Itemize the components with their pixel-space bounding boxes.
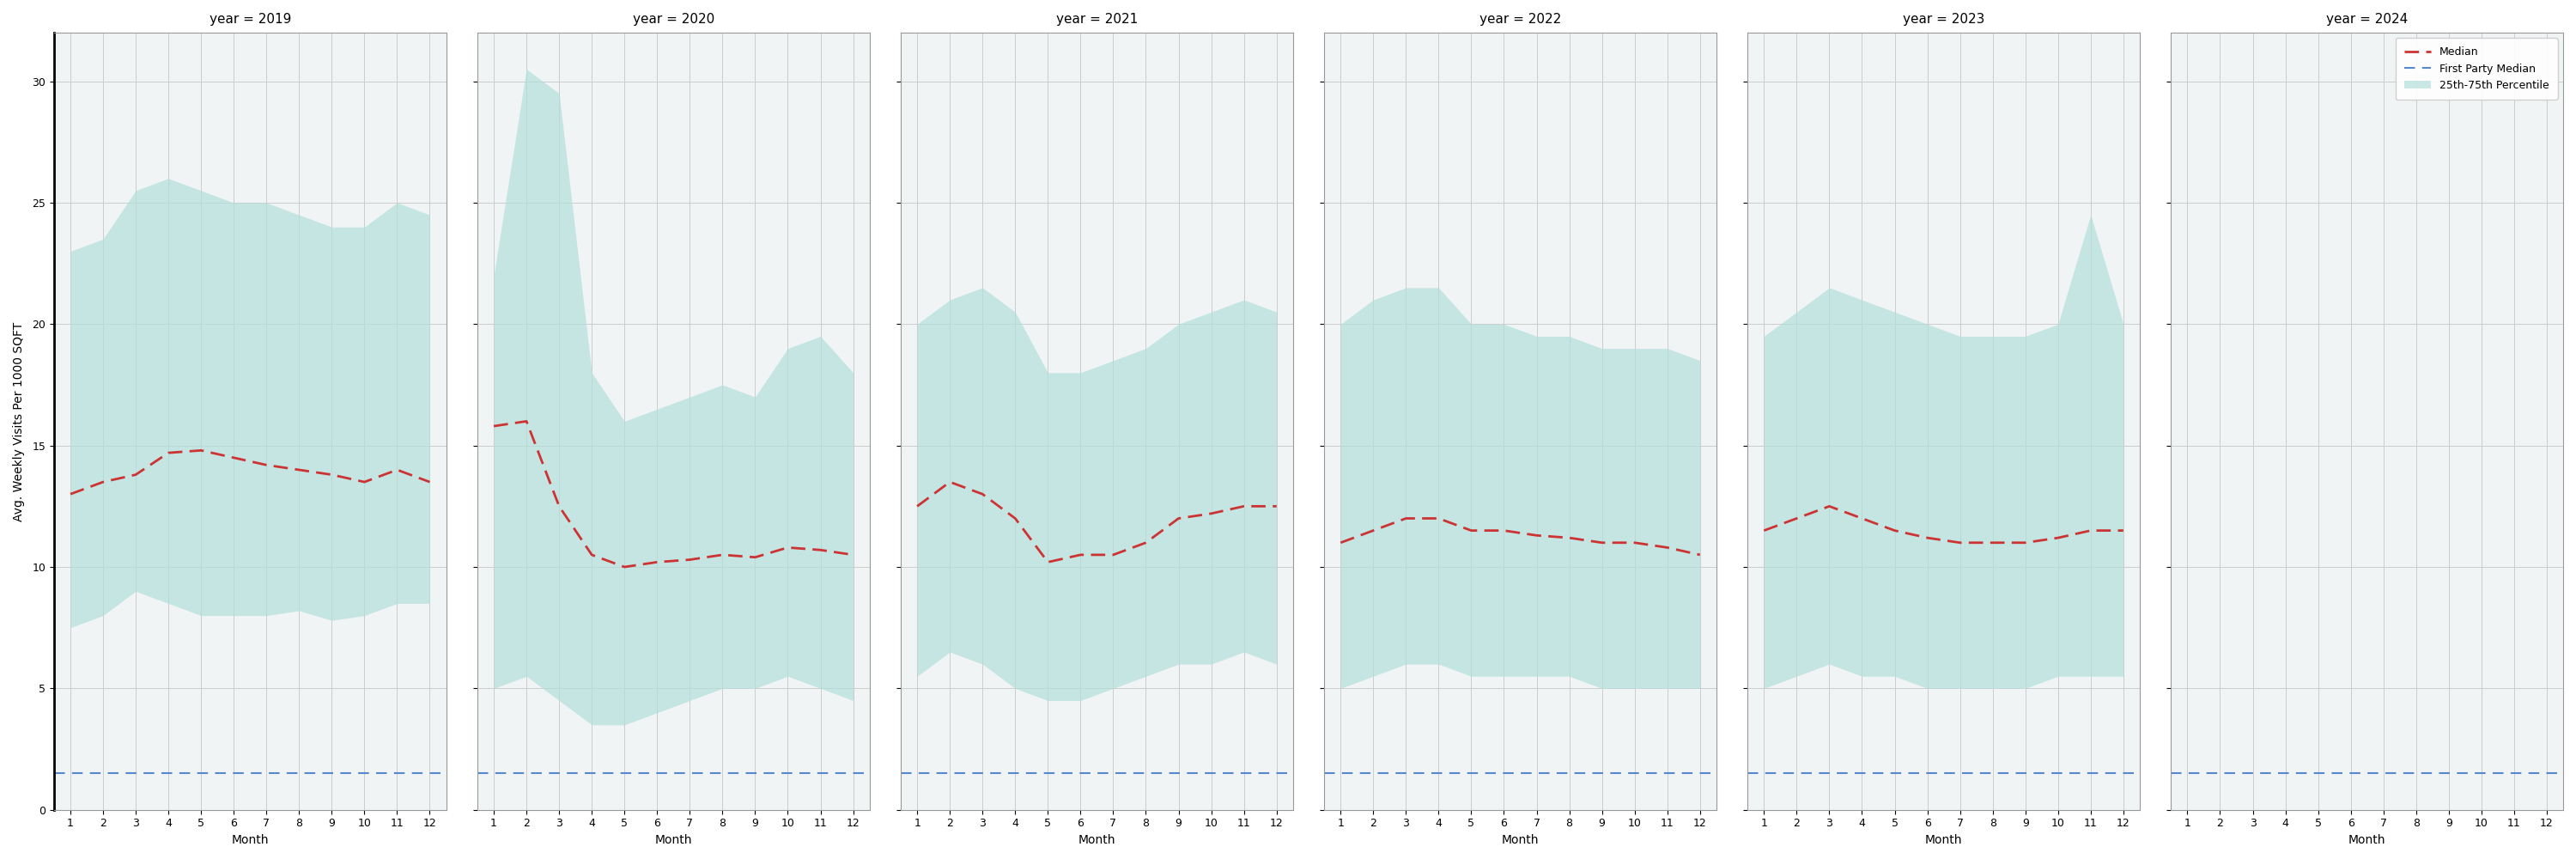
Median (773, 542, 804, 552)
Median (1229, 501, 1260, 511)
Median (1880, 526, 1911, 536)
Median (1489, 526, 1520, 536)
Line: Median: Median (495, 421, 853, 567)
First Party Median (446, 768, 477, 778)
Median (837, 550, 868, 560)
X-axis label: Month: Month (232, 834, 268, 846)
Median (1749, 526, 1780, 536)
Median (1097, 550, 1128, 560)
Median (935, 477, 966, 487)
Median (544, 501, 574, 511)
First Party Median (479, 768, 510, 778)
Median (510, 416, 541, 426)
Median (1391, 513, 1422, 523)
Title: year = 2020: year = 2020 (634, 13, 714, 26)
Median (806, 545, 837, 555)
Median (1422, 513, 1453, 523)
Median (2043, 533, 2074, 543)
Median (739, 552, 770, 563)
Line: Median: Median (1765, 506, 2123, 543)
Median (1780, 513, 1811, 523)
Median (2107, 526, 2138, 536)
Median (1553, 533, 1584, 543)
Title: year = 2022: year = 2022 (1479, 13, 1561, 26)
X-axis label: Month: Month (654, 834, 693, 846)
First Party Median (1716, 768, 1747, 778)
Median (2076, 526, 2107, 536)
Title: year = 2019: year = 2019 (209, 13, 291, 26)
Median (219, 453, 250, 463)
First Party Median (868, 768, 899, 778)
First Party Median (1324, 768, 1355, 778)
Line: Median: Median (70, 450, 430, 494)
Median (54, 489, 85, 499)
X-axis label: Month: Month (1079, 834, 1115, 846)
Title: year = 2024: year = 2024 (2326, 13, 2409, 26)
X-axis label: Month: Month (2349, 834, 2385, 846)
Median (577, 550, 608, 560)
Median (706, 550, 737, 560)
Y-axis label: Avg. Weekly Visits Per 1000 SQFT: Avg. Weekly Visits Per 1000 SQFT (13, 321, 26, 521)
Median (608, 562, 639, 572)
Median (415, 477, 446, 487)
Median (999, 513, 1030, 523)
Median (152, 448, 183, 458)
Median (1064, 550, 1095, 560)
Line: Median: Median (917, 482, 1278, 562)
Median (479, 421, 510, 431)
First Party Median (2138, 768, 2169, 778)
Median (966, 489, 997, 499)
First Party Median (2172, 768, 2202, 778)
Title: year = 2023: year = 2023 (1904, 13, 1984, 26)
Median (1685, 550, 1716, 560)
First Party Median (902, 768, 933, 778)
Median (1131, 538, 1162, 548)
Median (1262, 501, 1293, 511)
Median (185, 445, 216, 455)
Median (250, 460, 281, 470)
First Party Median (1293, 768, 1324, 778)
Median (317, 470, 348, 480)
Line: Median: Median (1340, 518, 1700, 555)
Median (283, 465, 314, 475)
Median (1847, 513, 1878, 523)
Median (88, 477, 118, 487)
Median (1651, 542, 1682, 552)
Median (1620, 538, 1651, 548)
Median (1195, 509, 1226, 519)
Median (1587, 538, 1618, 548)
Median (121, 470, 152, 480)
Median (902, 501, 933, 511)
Median (381, 465, 412, 475)
Median (1324, 538, 1355, 548)
First Party Median (23, 768, 54, 778)
Median (1978, 538, 2009, 548)
Median (348, 477, 379, 487)
Median (1911, 533, 1942, 543)
First Party Median (1749, 768, 1780, 778)
Median (675, 555, 706, 565)
Median (1522, 530, 1553, 540)
Median (1945, 538, 1976, 548)
First Party Median (54, 768, 85, 778)
Median (2009, 538, 2040, 548)
Median (641, 557, 672, 567)
Title: year = 2021: year = 2021 (1056, 13, 1139, 26)
Legend: Median, First Party Median, 25th-75th Percentile: Median, First Party Median, 25th-75th Pe… (2396, 38, 2558, 100)
Median (1033, 557, 1064, 567)
Median (1814, 501, 1844, 511)
Median (1358, 526, 1388, 536)
Median (1455, 526, 1486, 536)
Median (1164, 513, 1195, 523)
X-axis label: Month: Month (1924, 834, 1963, 846)
X-axis label: Month: Month (1502, 834, 1538, 846)
